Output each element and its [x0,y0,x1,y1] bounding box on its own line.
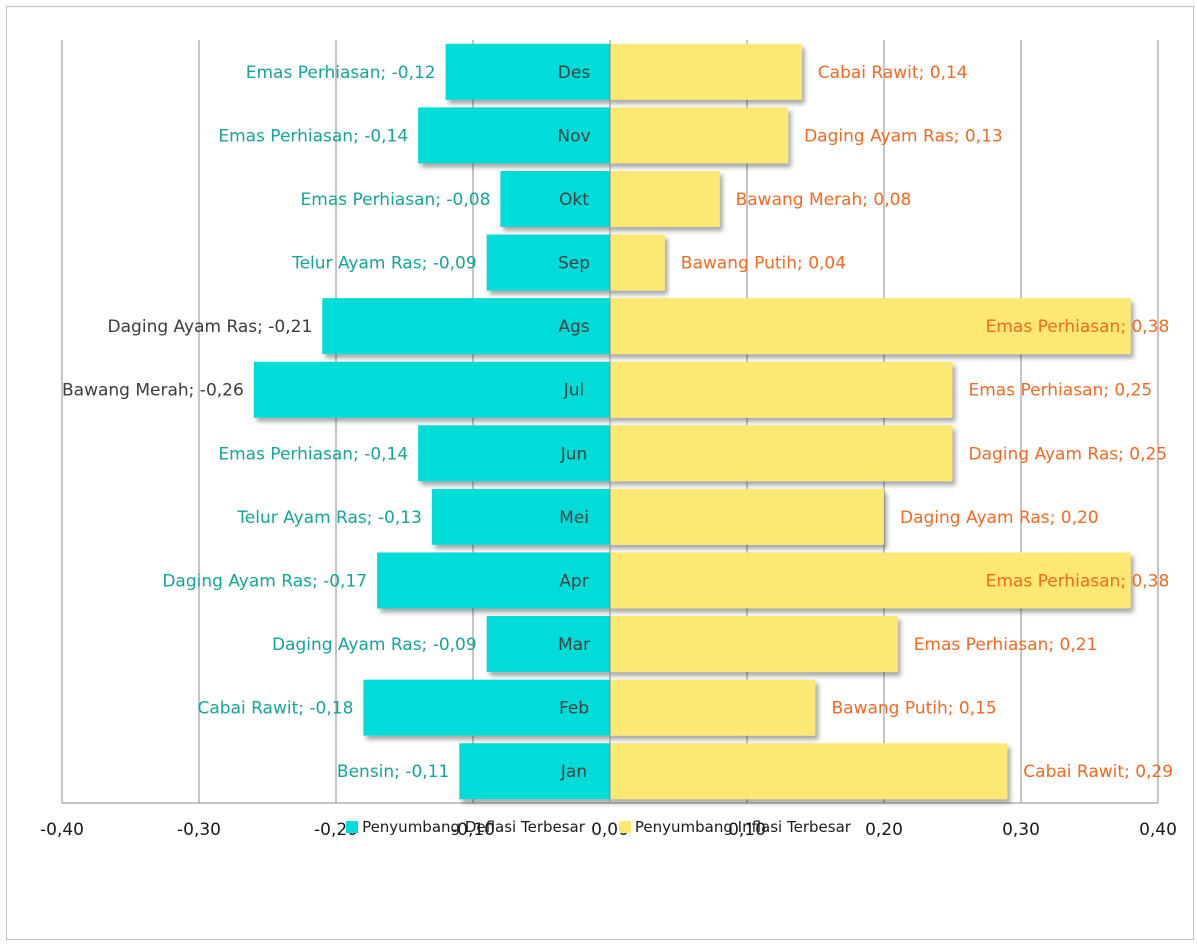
data-label-deflasi: Emas Perhiasan; -0,12 [246,63,436,83]
bar-deflasi [500,170,610,227]
x-tick-label: -0,30 [177,820,221,840]
bar-inflasi [610,679,816,736]
bar-deflasi [377,552,610,609]
category-label: Jul [563,381,585,401]
data-label-deflasi: Emas Perhiasan; -0,14 [218,444,408,464]
category-label: Sep [558,254,590,274]
category-label: Okt [559,190,589,210]
legend: Penyumbang Deflasi Terbesar Penyumbang I… [0,818,1197,836]
data-label-deflasi: Bawang Merah; -0,26 [62,381,244,401]
bar-inflasi [610,488,884,545]
bar-inflasi [610,616,898,673]
data-label-inflasi: Cabai Rawit; 0,29 [1023,762,1173,782]
data-label-deflasi: Emas Perhiasan; -0,08 [301,190,491,210]
category-label: Apr [559,571,588,591]
legend-item-inflasi: Penyumbang Inflasi Terbesar [618,818,851,836]
bar-deflasi [253,361,611,418]
data-label-inflasi: Bawang Putih; 0,15 [832,699,997,719]
bar-deflasi [459,743,610,800]
legend-item-deflasi: Penyumbang Deflasi Terbesar [346,818,585,836]
category-label: Ags [558,317,589,337]
data-label-deflasi: Daging Ayam Ras; -0,21 [108,317,313,337]
x-tick-label: 0,20 [865,820,903,840]
bar-deflasi [431,488,610,545]
category-label: Mei [559,508,589,528]
bar-deflasi [486,234,610,291]
data-label-inflasi: Emas Perhiasan; 0,38 [986,571,1170,591]
data-label-inflasi: Emas Perhiasan; 0,21 [914,635,1098,655]
data-label-deflasi: Daging Ayam Ras; -0,17 [162,571,367,591]
legend-swatch-inflasi [618,821,631,833]
category-label: Feb [559,699,589,719]
data-label-deflasi: Bensin; -0,11 [337,762,449,782]
category-label: Jan [560,762,587,782]
data-label-inflasi: Daging Ayam Ras; 0,25 [969,444,1168,464]
category-label: Jun [560,444,588,464]
x-tick-label: -0,10 [451,820,495,840]
legend-label-inflasi: Penyumbang Inflasi Terbesar [634,818,851,836]
legend-label-deflasi: Penyumbang Deflasi Terbesar [362,818,585,836]
data-label-inflasi: Bawang Putih; 0,04 [681,254,846,274]
bar-inflasi [610,743,1008,800]
bar-inflasi [610,361,953,418]
bar-inflasi [610,234,665,291]
data-label-inflasi: Emas Perhiasan; 0,25 [969,381,1153,401]
x-tick-label: 0,30 [1002,820,1040,840]
bar-inflasi [610,552,1131,609]
bar-deflasi [445,43,610,100]
bar-deflasi [322,298,610,355]
data-label-inflasi: Emas Perhiasan; 0,38 [986,317,1170,337]
data-label-inflasi: Cabai Rawit; 0,14 [818,63,968,83]
data-label-inflasi: Daging Ayam Ras; 0,20 [900,508,1099,528]
legend-swatch-deflasi [346,821,359,833]
data-label-inflasi: Bawang Merah; 0,08 [736,190,912,210]
data-label-deflasi: Emas Perhiasan; -0,14 [218,126,408,146]
category-label: Mar [558,635,590,655]
bar-inflasi [610,425,953,482]
x-tick-label: 0,10 [728,820,766,840]
data-label-deflasi: Telur Ayam Ras; -0,13 [236,508,422,528]
category-label: Des [558,63,591,83]
data-label-deflasi: Cabai Rawit; -0,18 [198,699,354,719]
bar-inflasi [610,107,789,164]
data-label-inflasi: Daging Ayam Ras; 0,13 [804,126,1003,146]
data-label-deflasi: Daging Ayam Ras; -0,09 [272,635,477,655]
bar-deflasi [418,107,610,164]
bar-inflasi [610,170,720,227]
category-label: Nov [557,126,590,146]
bar-deflasi [486,616,610,673]
x-tick-label: -0,40 [40,820,84,840]
x-tick-label: 0,40 [1139,820,1177,840]
bar-inflasi [610,298,1131,355]
bar-inflasi [610,43,802,100]
bar-deflasi [363,679,610,736]
data-label-deflasi: Telur Ayam Ras; -0,09 [291,254,477,274]
bar-deflasi [418,425,610,482]
